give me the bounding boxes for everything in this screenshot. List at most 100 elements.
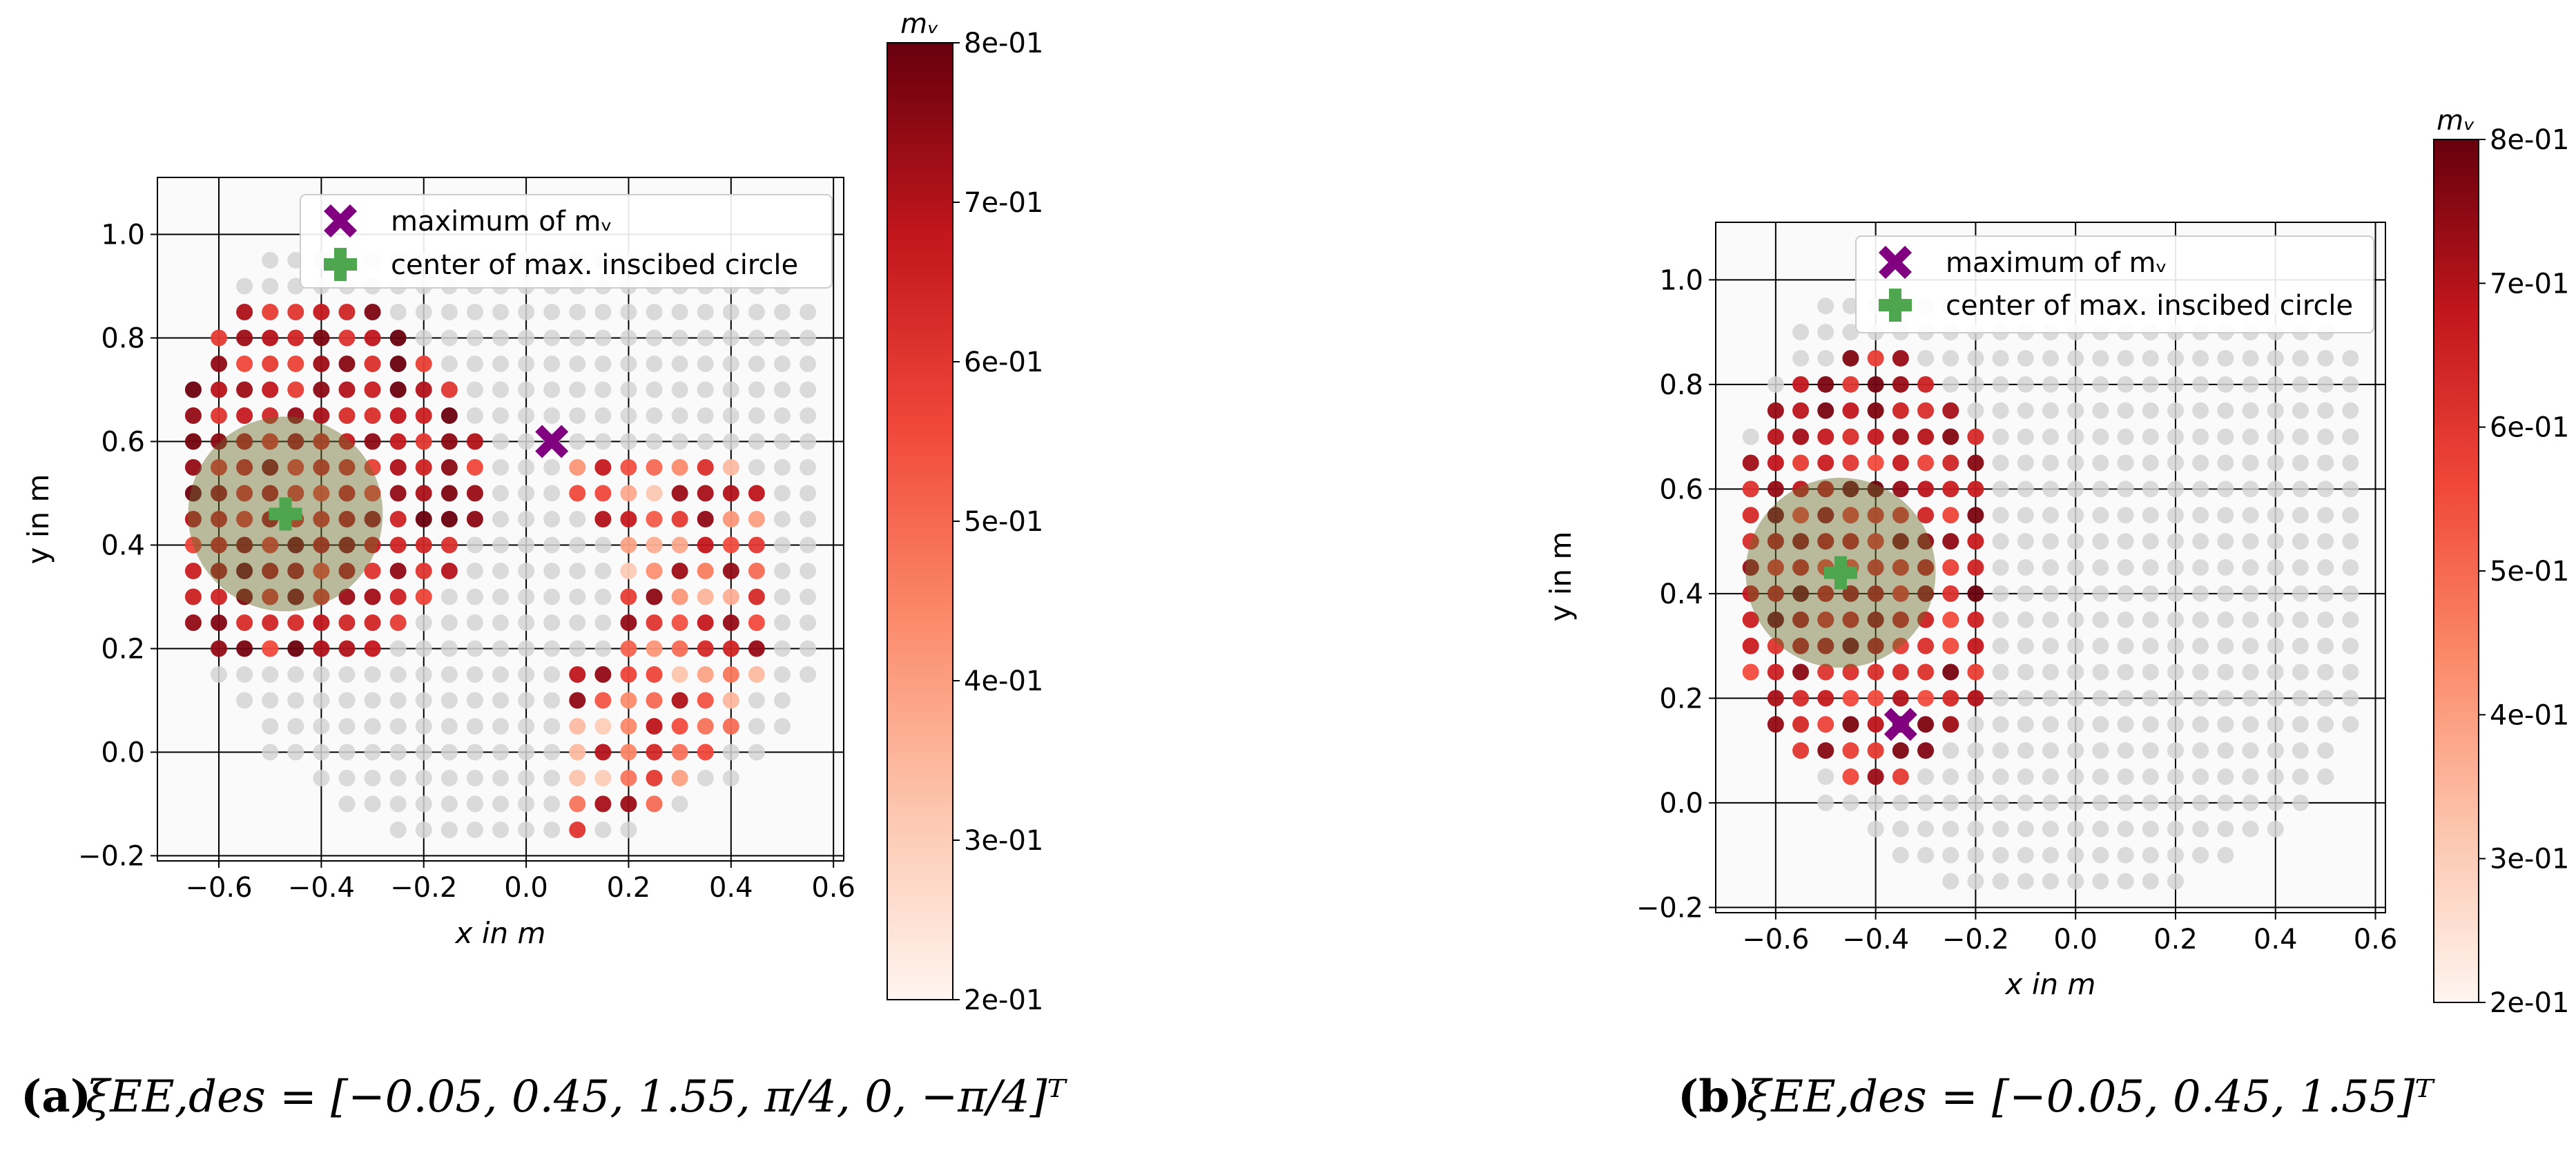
data-point [594, 433, 612, 450]
data-point [2142, 454, 2159, 472]
data-point [1842, 663, 1859, 681]
data-point [2317, 376, 2334, 393]
data-point [2267, 349, 2284, 367]
data-point [2267, 820, 2284, 837]
colorbar-gradient [2433, 139, 2479, 1003]
data-point [466, 822, 483, 838]
data-point [338, 356, 356, 372]
data-point [2092, 663, 2109, 681]
data-point [2242, 481, 2259, 498]
data-point [415, 381, 432, 398]
data-point [2167, 611, 2184, 628]
data-point [2217, 611, 2234, 628]
data-point [287, 666, 304, 683]
data-point [1917, 637, 1935, 654]
data-point [2242, 637, 2259, 654]
data-point [2017, 376, 2034, 393]
data-point [2117, 376, 2134, 393]
x-tick-label: 0.6 [811, 872, 855, 904]
data-point [646, 485, 663, 502]
data-point [1992, 533, 2009, 550]
data-point [1892, 559, 1909, 576]
data-point [748, 485, 765, 502]
data-point [2117, 637, 2134, 654]
data-point [466, 795, 483, 813]
data-point [2067, 690, 2084, 707]
data-point [440, 795, 458, 813]
data-point [2067, 428, 2084, 445]
data-point [1942, 794, 1959, 811]
data-point [697, 356, 714, 372]
data-point [2067, 507, 2084, 524]
data-point [594, 640, 612, 657]
data-point [338, 304, 356, 320]
data-point [1742, 481, 1759, 498]
overlay [1745, 478, 1936, 741]
data-point [2117, 585, 2134, 602]
data-point [620, 770, 637, 786]
data-point [236, 304, 253, 320]
data-point [697, 692, 714, 709]
data-point [287, 356, 304, 372]
data-point [1992, 585, 2009, 602]
data-point [2092, 585, 2109, 602]
data-point [2142, 768, 2159, 786]
data-point [2142, 794, 2159, 811]
data-point [722, 433, 739, 450]
data-point [518, 329, 535, 347]
data-point [2242, 533, 2259, 550]
data-point [1917, 716, 1935, 733]
data-point [1917, 768, 1935, 786]
data-point [1892, 663, 1909, 681]
data-point [620, 407, 637, 424]
data-point [671, 511, 688, 527]
x-tick-label: −0.6 [1742, 924, 1809, 955]
data-point [1817, 690, 1834, 707]
caption-b: (b) ξEE,des = [−0.05, 0.45, 1.55]ᵀ [1678, 1071, 2435, 1123]
data-point [1842, 742, 1859, 759]
data-point [1767, 559, 1784, 576]
data-point [492, 356, 509, 372]
data-point [262, 485, 279, 502]
data-point [800, 666, 817, 683]
data-point [518, 356, 535, 372]
data-point [2217, 559, 2234, 576]
data-point [1942, 481, 1959, 498]
data-point [2092, 559, 2109, 576]
data-point [338, 640, 356, 657]
data-point [1942, 402, 1959, 419]
data-point [492, 407, 509, 424]
data-point [671, 433, 688, 450]
data-point [646, 407, 663, 424]
data-point [2292, 716, 2309, 733]
data-point [543, 485, 561, 502]
data-point [2042, 742, 2059, 759]
data-point [2317, 533, 2334, 550]
data-point [1942, 559, 1959, 576]
data-point [748, 433, 765, 450]
y-tick-label: 0.8 [1659, 369, 1703, 401]
data-point [1767, 454, 1784, 472]
data-point [594, 329, 612, 347]
data-point [2142, 533, 2159, 550]
data-point [1867, 559, 1884, 576]
data-point [773, 511, 791, 527]
data-point [1992, 716, 2009, 733]
data-point [543, 407, 561, 424]
data-point [1892, 585, 1909, 602]
colorbar-tick-label: 3e-01 [2490, 844, 2569, 875]
data-point [2042, 559, 2059, 576]
data-point [184, 433, 202, 450]
data-point [364, 588, 381, 605]
data-point [338, 718, 356, 735]
data-point [287, 614, 304, 631]
data-point [1967, 402, 1984, 419]
data-point [594, 822, 612, 838]
data-point [338, 770, 356, 786]
data-point [1817, 716, 1834, 733]
data-point [2017, 873, 2034, 890]
data-point [646, 614, 663, 631]
data-point [748, 666, 765, 683]
data-point [2142, 428, 2159, 445]
data-point [2142, 481, 2159, 498]
